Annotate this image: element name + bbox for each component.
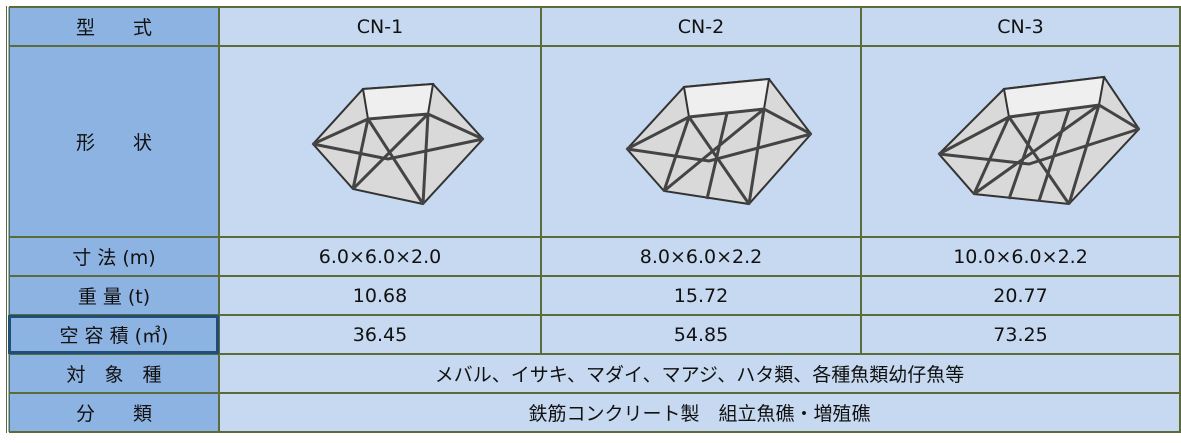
data-row: 寸 法 (m) 6.0×6.0×2.0 8.0×6.0×2.2 10.0×6.0×2.… [7, 236, 1181, 277]
value-cell: 6.0×6.0×2.0 [218, 236, 542, 277]
row-label: 空 容 積 (㎥) [7, 314, 220, 355]
header-row: 型 式 CN-1 CN-2 CN-3 [7, 6, 1181, 47]
row-label: 分 類 [7, 392, 220, 433]
shape-row: 形 状 [7, 45, 1181, 238]
value-cell: 10.0×6.0×2.2 [860, 236, 1181, 277]
value-cell: 36.45 [218, 314, 542, 355]
value-cell: 54.85 [540, 314, 862, 355]
reef-illustration [311, 82, 485, 206]
shape-cell [540, 45, 862, 238]
row-label: 寸 法 (m) [7, 236, 220, 277]
shape-cell [860, 45, 1181, 238]
column-header: CN-2 [540, 6, 862, 47]
class-row: 分 類 鉄筋コンクリート製 組立魚礁・増殖礁 [7, 392, 1181, 433]
column-header: CN-3 [860, 6, 1181, 47]
value-cell: 73.25 [860, 314, 1181, 355]
species-row: 対 象 種 メバル、イサキ、マダイ、マアジ、ハタ類、各種魚類幼仔魚等 [7, 353, 1181, 394]
row-label: 型 式 [7, 6, 220, 47]
value-cell: 20.77 [860, 275, 1181, 316]
value-cell: 10.68 [218, 275, 542, 316]
column-header: CN-1 [218, 6, 542, 47]
reef-illustration [625, 77, 813, 206]
reef-spec-table: 型 式 CN-1 CN-2 CN-3 形 状 [6, 6, 1181, 433]
reef-illustration [937, 75, 1140, 206]
class-cell: 鉄筋コンクリート製 組立魚礁・増殖礁 [218, 392, 1181, 433]
shape-cell [218, 45, 542, 238]
data-rows: 寸 法 (m) 6.0×6.0×2.0 8.0×6.0×2.2 10.0×6.0×2.… [7, 236, 1181, 355]
data-row: 空 容 積 (㎥) 36.45 54.85 73.25 [7, 314, 1181, 355]
row-label: 重 量 (t) [7, 275, 220, 316]
species-cell: メバル、イサキ、マダイ、マアジ、ハタ類、各種魚類幼仔魚等 [218, 353, 1181, 394]
value-cell: 15.72 [540, 275, 862, 316]
row-label: 対 象 種 [7, 353, 220, 394]
value-cell: 8.0×6.0×2.2 [540, 236, 862, 277]
data-row: 重 量 (t) 10.68 15.72 20.77 [7, 275, 1181, 316]
row-label: 形 状 [7, 45, 220, 238]
